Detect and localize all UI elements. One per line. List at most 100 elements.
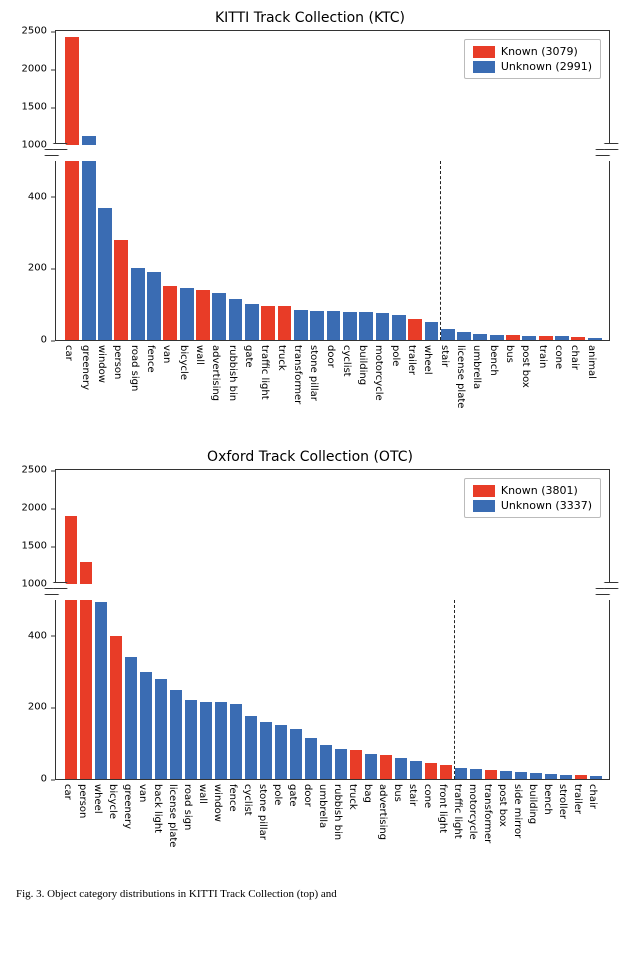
legend-item: Unknown (2991): [473, 59, 592, 74]
x-tick-label: bench: [542, 784, 553, 815]
legend-swatch: [473, 500, 495, 512]
x-tick-label: rubbish bin: [227, 345, 238, 401]
y-tick: 200: [11, 702, 47, 713]
bar: [470, 769, 483, 779]
legend-label: Unknown (3337): [501, 499, 592, 512]
legend-label: Known (3801): [501, 484, 578, 497]
x-tick-label: motorcycle: [467, 784, 478, 840]
chart-lower-panel: 0200400: [55, 600, 610, 780]
bar: [212, 293, 226, 340]
x-tick-label: road sign: [129, 345, 140, 391]
x-tick-label: building: [357, 345, 368, 385]
bar: [65, 37, 79, 145]
bar: [571, 337, 585, 340]
bar: [473, 334, 487, 340]
bar: [125, 657, 138, 779]
bar: [261, 306, 275, 340]
x-tick-label: door: [302, 784, 313, 807]
legend-swatch: [473, 46, 495, 58]
y-tick: 1500: [11, 541, 47, 552]
chart-lower-panel: 0200400: [55, 161, 610, 341]
bar: [196, 290, 210, 340]
x-tick-label: cyclist: [242, 784, 253, 816]
x-tick-label: building: [527, 784, 538, 824]
x-tick-label: cyclist: [341, 345, 352, 377]
y-tick: 1000: [11, 140, 47, 151]
x-tick-label: cone: [553, 345, 564, 369]
bar: [245, 716, 258, 779]
bar: [455, 768, 468, 779]
bar: [490, 335, 504, 340]
x-tick-label: stair: [439, 345, 450, 367]
bar: [588, 338, 602, 340]
bar: [500, 771, 513, 779]
bar: [408, 319, 422, 340]
bar: [185, 700, 198, 779]
x-tick-label: stair: [407, 784, 418, 806]
legend-label: Known (3079): [501, 45, 578, 58]
y-tick: 2500: [11, 465, 47, 476]
bar: [555, 336, 569, 340]
x-tick-label: license plate: [455, 345, 466, 408]
bar: [392, 315, 406, 340]
x-tick-label: person: [112, 345, 123, 379]
bar: [335, 749, 348, 779]
bar: [441, 329, 455, 340]
legend: Known (3801) Unknown (3337): [464, 478, 601, 518]
bar: [80, 600, 93, 779]
bar: [65, 516, 78, 584]
x-tick-label: fence: [145, 345, 156, 373]
bar: [260, 722, 273, 779]
bar: [290, 729, 303, 779]
bar: [320, 745, 333, 779]
chart-title: Oxford Track Collection (OTC): [10, 449, 610, 465]
x-tick-label: pole: [272, 784, 283, 805]
y-tick: 400: [11, 191, 47, 202]
x-tick-label: umbrella: [471, 345, 482, 389]
bar: [80, 562, 93, 584]
bar: [506, 335, 520, 340]
x-tick-label: rubbish bin: [332, 784, 343, 840]
x-tick-label: post box: [520, 345, 531, 388]
bar: [545, 774, 558, 779]
bar-chart: Oxford Track Collection (OTC)10001500200…: [10, 449, 610, 858]
bar: [200, 702, 213, 779]
bar: [147, 272, 161, 340]
y-tick: 2000: [11, 503, 47, 514]
bar: [575, 775, 588, 779]
bar: [294, 310, 308, 340]
bar: [82, 136, 96, 145]
x-tick-label: van: [161, 345, 172, 363]
bar: [140, 672, 153, 779]
x-tick-label: truck: [276, 345, 287, 371]
x-tick-label: truck: [347, 784, 358, 810]
x-tick-label: stone pillar: [257, 784, 268, 840]
x-tick-label: road sign: [182, 784, 193, 830]
bar: [590, 776, 603, 779]
legend-item: Known (3079): [473, 44, 592, 59]
bar: [65, 600, 78, 779]
bar: [359, 312, 373, 340]
x-tick-label: bicycle: [178, 345, 189, 380]
bar: [82, 161, 96, 340]
x-tick-label: traffic light: [452, 784, 463, 839]
bar: [163, 286, 177, 340]
x-tick-label: cone: [422, 784, 433, 808]
x-tick-label: wall: [194, 345, 205, 365]
x-tick-label: greenery: [122, 784, 133, 829]
x-tick-label: pole: [390, 345, 401, 366]
x-tick-label: fence: [227, 784, 238, 812]
x-tick-label: train: [537, 345, 548, 368]
x-tick-label: animal: [586, 345, 597, 379]
x-tick-label: bus: [392, 784, 403, 802]
chart-upper-panel: 1000150020002500Known (3079)Unknown (299…: [55, 30, 610, 145]
bar: [343, 312, 357, 340]
x-tick-label: advertising: [210, 345, 221, 401]
bar: [98, 208, 112, 340]
bar: [515, 772, 528, 779]
legend-item: Known (3801): [473, 483, 592, 498]
bar: [215, 702, 228, 779]
x-tick-label: car: [62, 784, 73, 800]
y-tick: 2500: [11, 26, 47, 37]
legend-swatch: [473, 61, 495, 73]
